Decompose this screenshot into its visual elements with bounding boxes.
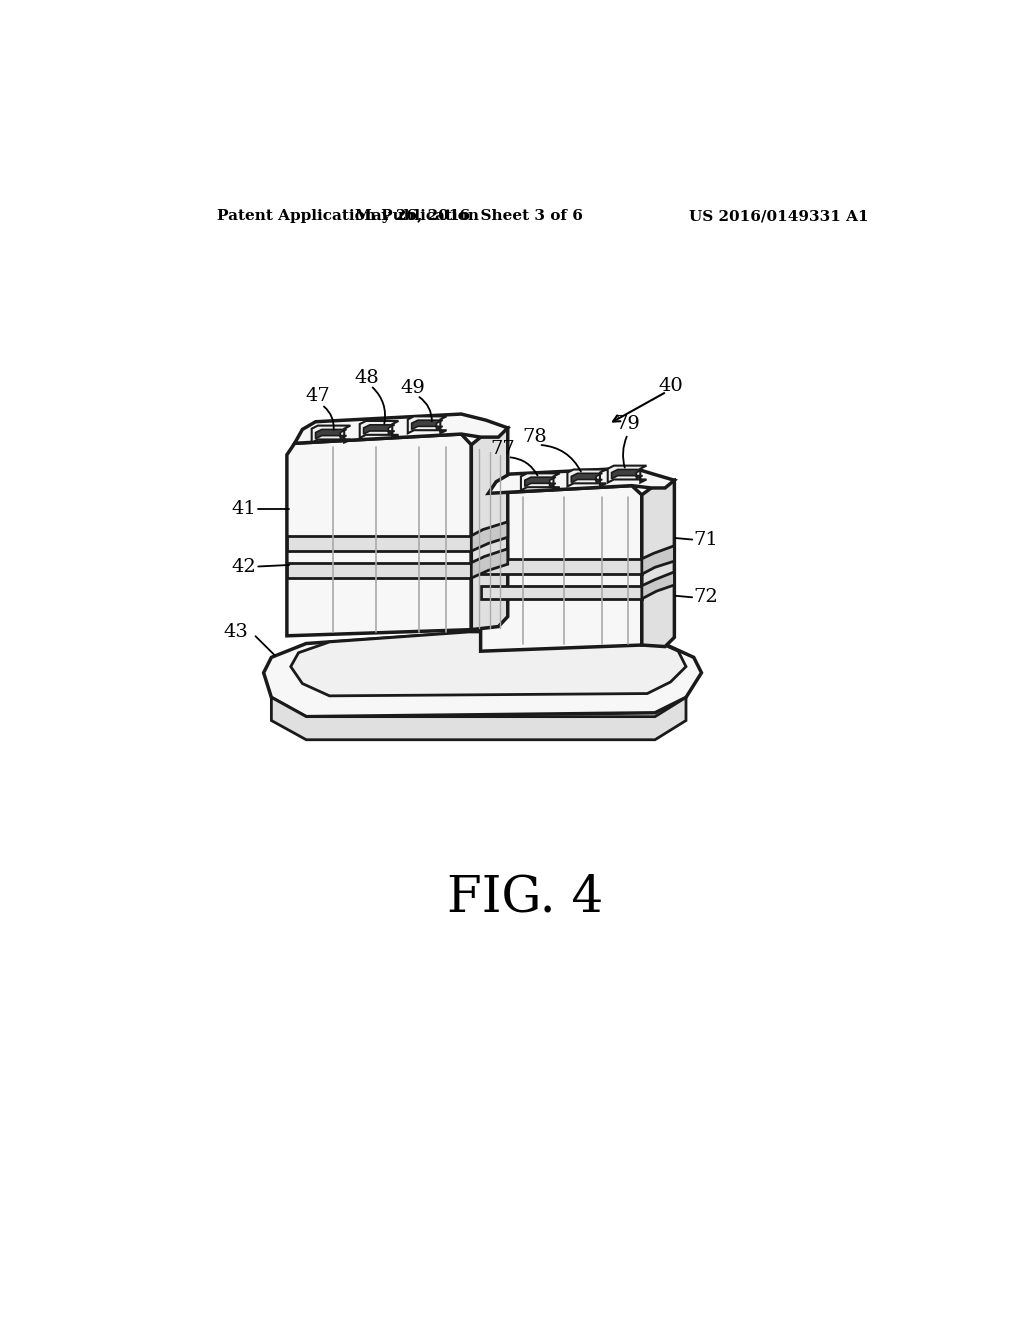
Text: 47: 47: [305, 387, 331, 404]
Text: May 26, 2016  Sheet 3 of 6: May 26, 2016 Sheet 3 of 6: [355, 209, 583, 223]
Polygon shape: [480, 586, 642, 599]
Polygon shape: [480, 486, 642, 651]
Text: 42: 42: [231, 557, 256, 576]
Text: 71: 71: [693, 531, 719, 549]
Text: 78: 78: [522, 428, 547, 446]
Polygon shape: [642, 572, 675, 599]
Text: 41: 41: [231, 500, 256, 517]
Polygon shape: [412, 420, 442, 429]
Text: 72: 72: [693, 589, 719, 606]
Polygon shape: [291, 632, 686, 696]
Text: US 2016/0149331 A1: US 2016/0149331 A1: [689, 209, 868, 223]
Text: 77: 77: [489, 441, 515, 458]
Polygon shape: [471, 428, 508, 630]
Polygon shape: [364, 425, 394, 434]
Polygon shape: [471, 549, 508, 578]
Polygon shape: [311, 425, 350, 442]
Polygon shape: [607, 466, 646, 483]
Polygon shape: [471, 521, 508, 552]
Polygon shape: [611, 470, 643, 479]
Polygon shape: [524, 478, 556, 487]
Polygon shape: [315, 429, 346, 438]
Polygon shape: [287, 536, 471, 552]
Polygon shape: [571, 474, 602, 483]
Text: 48: 48: [354, 368, 379, 387]
Text: FIG. 4: FIG. 4: [446, 873, 603, 923]
Text: 49: 49: [400, 379, 426, 397]
Polygon shape: [488, 469, 675, 494]
Text: Patent Application Publication: Patent Application Publication: [217, 209, 479, 223]
Polygon shape: [287, 562, 471, 578]
Polygon shape: [263, 632, 701, 717]
Polygon shape: [642, 545, 675, 574]
Polygon shape: [480, 558, 642, 574]
Polygon shape: [295, 414, 508, 444]
Polygon shape: [567, 470, 606, 487]
Polygon shape: [642, 480, 675, 647]
Text: 79: 79: [615, 414, 640, 433]
Polygon shape: [408, 416, 446, 433]
Polygon shape: [271, 697, 686, 739]
Polygon shape: [359, 421, 398, 438]
Polygon shape: [521, 474, 560, 490]
Polygon shape: [287, 434, 471, 636]
Text: 43: 43: [223, 623, 248, 642]
Text: 40: 40: [658, 376, 683, 395]
